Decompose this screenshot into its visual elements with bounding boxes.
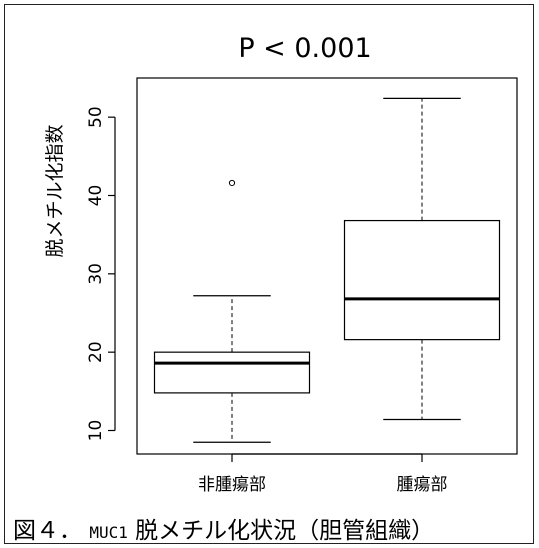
- chart-title: P < 0.001: [238, 33, 371, 64]
- boxes: [153, 97, 501, 443]
- boxplot-chart: P < 0.001 脱メチル化指数 10 20 30 40 50 非腫瘍部 腫瘍部: [44, 33, 518, 495]
- y-tick-label: 20: [86, 341, 106, 363]
- interquartile-box: [343, 219, 501, 341]
- y-tick-label: 40: [86, 185, 106, 207]
- figure-frame: P < 0.001 脱メチル化指数 10 20 30 40 50 非腫瘍部 腫瘍部 図４．…: [4, 4, 534, 544]
- y-tick-label: 10: [86, 420, 106, 442]
- x-tick-label: 腫瘍部: [397, 475, 448, 495]
- interquartile-box: [153, 351, 311, 394]
- y-tick-label: 50: [86, 106, 106, 128]
- x-tick-label: 非腫瘍部: [198, 475, 266, 495]
- box-2: [343, 97, 501, 421]
- figure-caption: 図４． MUC1 脱メチル化状況（胆管組織）: [13, 511, 434, 545]
- y-axis-label: 脱メチル化指数: [44, 124, 66, 257]
- box-1: [153, 179, 311, 443]
- x-axis: 非腫瘍部 腫瘍部: [198, 453, 448, 495]
- outlier-point: [228, 179, 236, 187]
- caption-gene-code: MUC1: [89, 523, 128, 542]
- y-tick-label: 30: [86, 263, 106, 285]
- caption-text: 脱メチル化状況（胆管組織）: [135, 518, 435, 544]
- y-axis: 10 20 30 40 50: [86, 106, 116, 442]
- caption-prefix: 図４．: [13, 518, 82, 544]
